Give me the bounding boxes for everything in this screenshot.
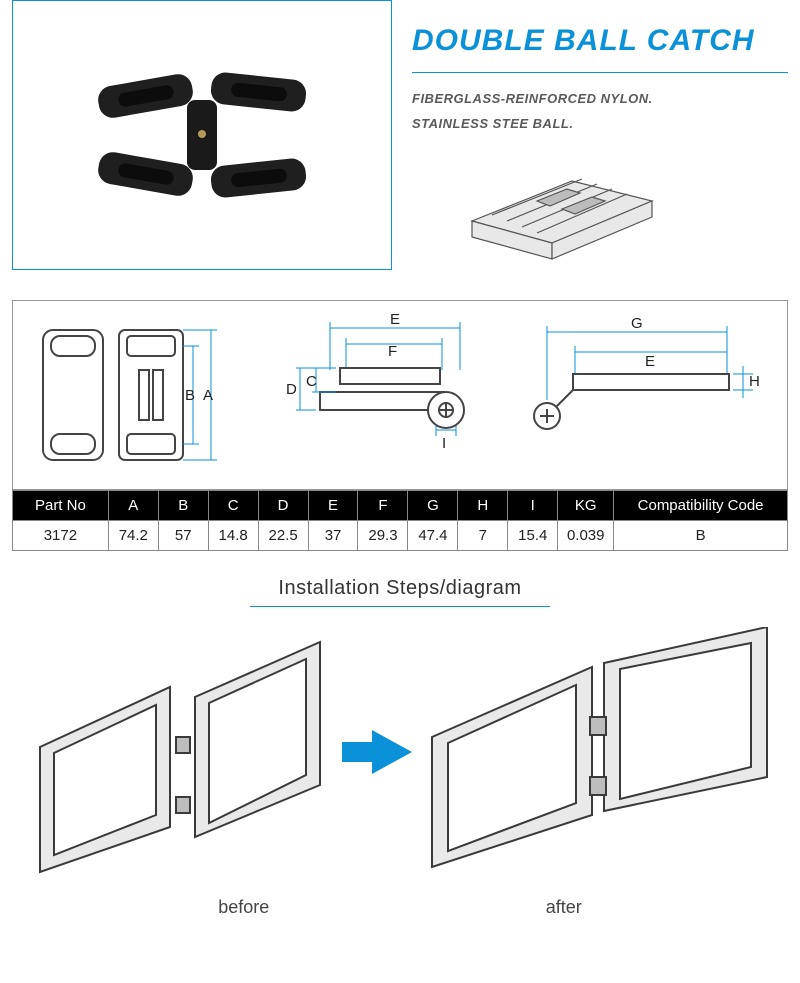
table-header: D <box>258 491 308 521</box>
installation-underline <box>250 606 550 607</box>
table-cell: 29.3 <box>358 521 408 551</box>
table-cell: 0.039 <box>558 521 614 551</box>
dim-label-H: H <box>749 373 760 390</box>
table-cell: 3172 <box>13 521 109 551</box>
product-photo <box>12 0 392 270</box>
table-header: C <box>208 491 258 521</box>
diagram-front: B A <box>33 310 223 480</box>
dim-label-B: B <box>185 387 195 404</box>
dim-label-I: I <box>442 435 446 452</box>
dimension-diagrams: B A E F <box>12 300 788 490</box>
installation-row <box>0 627 800 877</box>
table-header: E <box>308 491 358 521</box>
dim-label-D: D <box>286 381 297 398</box>
dim-label-F: F <box>388 343 397 360</box>
table-header: B <box>158 491 208 521</box>
table-header: Part No <box>13 491 109 521</box>
hinge-illustration <box>92 60 312 210</box>
table-cell: 22.5 <box>258 521 308 551</box>
arrow-icon <box>372 730 412 774</box>
installation-title: Installation Steps/diagram <box>0 577 800 600</box>
table-cell: 57 <box>158 521 208 551</box>
table-cell: 15.4 <box>508 521 558 551</box>
table-header: I <box>508 491 558 521</box>
table-cell: 47.4 <box>408 521 458 551</box>
table-cell: 14.8 <box>208 521 258 551</box>
diagram-top: G E H <box>507 310 767 480</box>
dim-label-E2: E <box>645 353 655 370</box>
dim-label-A: A <box>203 387 213 404</box>
table-header: F <box>358 491 408 521</box>
table-cell: 37 <box>308 521 358 551</box>
diagram-side: E F D C I <box>250 310 480 480</box>
isometric-sketch <box>452 151 672 271</box>
material-line-2: STAINLESS STEE BALL. <box>412 116 788 131</box>
table-cell: 7 <box>458 521 508 551</box>
after-label: after <box>546 897 582 918</box>
table-header: A <box>108 491 158 521</box>
dim-label-C: C <box>306 373 317 390</box>
table-cell: B <box>614 521 788 551</box>
table-header: KG <box>558 491 614 521</box>
dim-label-G: G <box>631 315 643 332</box>
table-header: Compatibility Code <box>614 491 788 521</box>
table-cell: 74.2 <box>108 521 158 551</box>
dim-label-E: E <box>390 311 400 328</box>
table-header: H <box>458 491 508 521</box>
table-header: G <box>408 491 458 521</box>
before-label: before <box>218 897 269 918</box>
material-line-1: FIBERGLASS-REINFORCED NYLON. <box>412 91 788 106</box>
page-title: DOUBLE BALL CATCH <box>412 24 788 73</box>
before-diagram <box>20 627 328 877</box>
table-row: 317274.25714.822.53729.347.4715.40.039B <box>13 521 788 551</box>
spec-table: Part NoABCDEFGHIKGCompatibility Code 317… <box>12 490 788 551</box>
after-diagram <box>422 627 780 877</box>
